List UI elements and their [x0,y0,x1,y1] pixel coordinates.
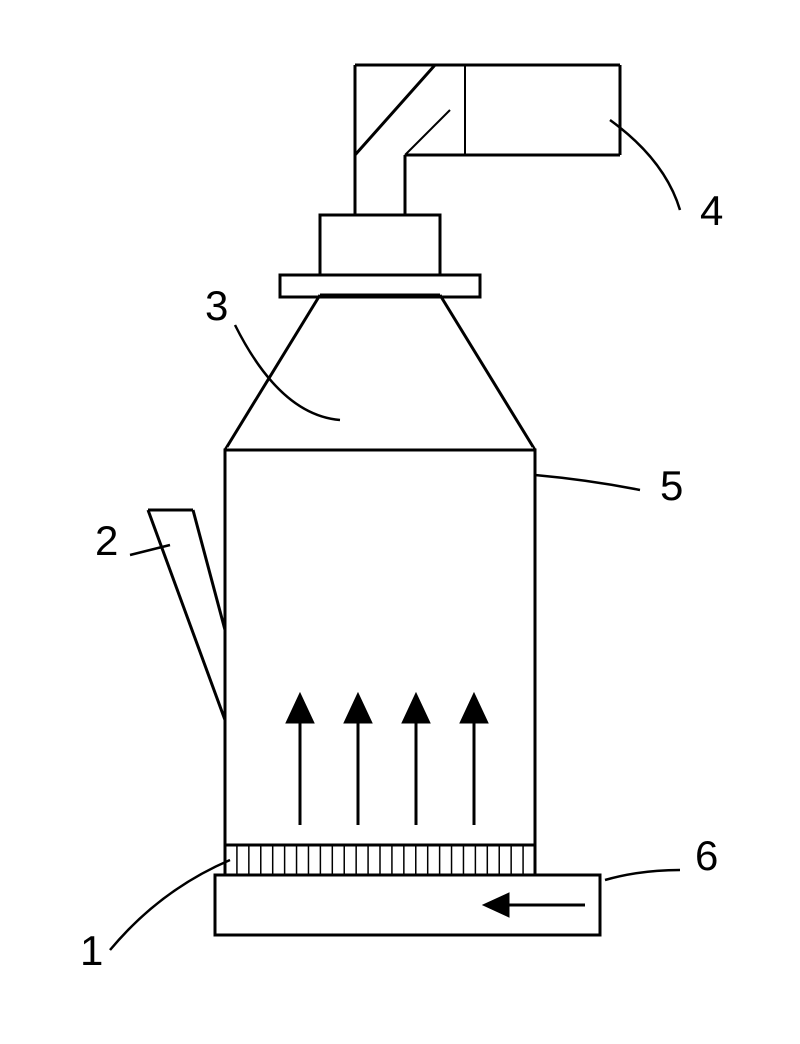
vessel-body [225,450,535,845]
label-l2: 2 [95,517,118,564]
technical-diagram: 1 2 3 4 5 6 [0,0,800,1044]
label-l5: 5 [660,462,683,509]
leader-l5 [535,475,640,490]
label-l1: 1 [80,927,103,974]
cone-right [440,295,535,450]
leader-l1 [110,860,230,950]
flow-arrow-head [460,693,488,723]
flow-arrow-head [344,693,372,723]
label-l6: 6 [695,832,718,879]
miter-1 [355,65,435,155]
label-l4: 4 [700,187,723,234]
cone-left [225,295,320,450]
inlet-tube-left [148,510,225,720]
miter-2 [405,110,450,155]
flow-arrow-head [402,693,430,723]
duct-arrow-head [483,893,509,917]
inlet-tube-right [193,510,225,630]
neck [320,215,440,275]
label-l3: 3 [205,282,228,329]
flow-arrow-head [286,693,314,723]
leader-l6 [605,870,680,880]
